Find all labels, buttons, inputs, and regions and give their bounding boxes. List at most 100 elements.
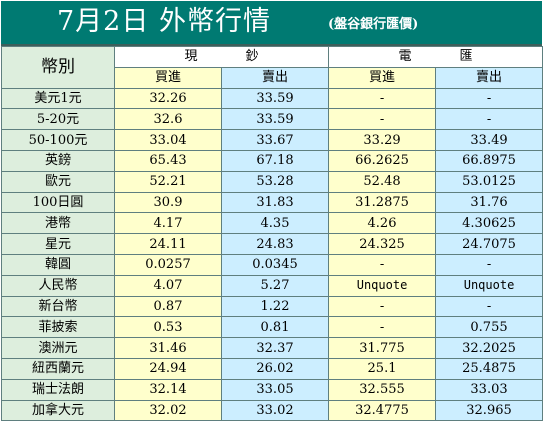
cash-group-header: 現鈔 bbox=[113, 46, 330, 68]
wire-sell-value: 53.0125 bbox=[435, 170, 543, 193]
wire-sell-value: 33.49 bbox=[435, 129, 543, 151]
wire-buy-value: 4.26 bbox=[328, 212, 437, 235]
currency-name: 韓圓 bbox=[1, 253, 115, 276]
cash-sell-value: 31.83 bbox=[220, 191, 330, 214]
cash-sell-value: 53.28 bbox=[220, 170, 330, 193]
table-row: 5-20元 32.6 33.59- - bbox=[1, 108, 543, 131]
cash-buy-value: 4.07 bbox=[114, 274, 222, 297]
table-row: 韓圓 0.0257 0.0345- - bbox=[1, 253, 543, 276]
cash-buy-value: 32.02 bbox=[114, 399, 222, 422]
wire-buy-header: 買進 bbox=[328, 66, 437, 89]
bank-source-label: (盤谷銀行匯價) bbox=[328, 17, 419, 32]
cash-sell-value: 5.27 bbox=[220, 274, 330, 297]
title-bar: 7月2日 外幣行情 (盤谷銀行匯價) bbox=[1, 1, 542, 46]
wire-buy-value: 52.48 bbox=[328, 170, 437, 193]
wire-sell-value: 25.4875 bbox=[435, 357, 543, 380]
wire-sell-value: - bbox=[435, 87, 543, 110]
currency-name: 新台幣 bbox=[1, 295, 115, 318]
wire-buy-value: 32.4775 bbox=[328, 399, 437, 422]
rate-rows: 美元1元 32.26 33.59- -5-20元 32.6 33.59- -50-100元 3… bbox=[1, 87, 543, 422]
wire-buy-value: 25.1 bbox=[328, 357, 437, 380]
table-row: 加拿大元 32.02 33.02 32.4775 32.965 bbox=[1, 399, 543, 422]
wire-buy-value: - bbox=[328, 108, 437, 131]
table-row: 英鎊 65.43 67.18 66.2625 66.8975 bbox=[1, 149, 543, 172]
cash-sell-header: 賣出 bbox=[220, 66, 330, 89]
currency-name: 英鎊 bbox=[1, 149, 115, 172]
wire-buy-value: 66.2625 bbox=[328, 149, 437, 172]
currency-name: 星元 bbox=[1, 233, 115, 255]
currency-name: 50-100元 bbox=[1, 129, 115, 151]
table-row: 美元1元 32.26 33.59- - bbox=[1, 87, 543, 110]
wire-sell-value: - bbox=[435, 108, 543, 131]
cash-buy-header: 買進 bbox=[114, 66, 222, 89]
wire-buy-value: - bbox=[328, 87, 437, 110]
wire-buy-value: 24.325 bbox=[328, 233, 437, 255]
wire-sell-value: - bbox=[435, 253, 543, 276]
cash-buy-value: 24.94 bbox=[114, 357, 222, 380]
cash-buy-value: 32.6 bbox=[114, 108, 222, 131]
cash-sell-value: 24.83 bbox=[220, 233, 330, 255]
cash-buy-value: 32.26 bbox=[114, 87, 222, 110]
wire-sell-header: 賣出 bbox=[435, 66, 543, 89]
currency-name: 紐西蘭元 bbox=[1, 357, 115, 380]
currency-name: 歐元 bbox=[1, 170, 115, 193]
currency-name: 100日圓 bbox=[1, 191, 115, 214]
cash-sell-value: 4.35 bbox=[220, 212, 330, 235]
cash-sell-value: 67.18 bbox=[220, 149, 330, 172]
table-row: 菲披索 0.53 0.81-0.755 bbox=[1, 316, 543, 339]
cash-sell-value: 33.59 bbox=[220, 108, 330, 131]
table-row: 瑞士法朗 32.14 33.05 32.555 33.03 bbox=[1, 378, 543, 401]
currency-column-header: 幣別 bbox=[1, 46, 115, 89]
cash-sell-value: 1.22 bbox=[220, 295, 330, 318]
cash-sell-value: 33.02 bbox=[220, 399, 330, 422]
currency-name: 人民幣 bbox=[1, 274, 115, 297]
cash-buy-value: 0.87 bbox=[114, 295, 222, 318]
exchange-rate-table: 幣別 現鈔 電匯 買進 賣出 買進 賣出 美元1元 32.26 33.59- -5-2… bbox=[1, 46, 543, 422]
currency-name: 瑞士法朗 bbox=[1, 378, 115, 401]
currency-name: 港幣 bbox=[1, 212, 115, 235]
cash-sell-value: 33.67 bbox=[220, 129, 330, 151]
table-row: 歐元 52.21 53.28 52.48 53.0125 bbox=[1, 170, 543, 193]
wire-buy-value: - bbox=[328, 253, 437, 276]
cash-sell-value: 33.05 bbox=[220, 378, 330, 401]
cash-buy-value: 0.53 bbox=[114, 316, 222, 339]
table-row: 50-100元 33.04 33.67 33.29 33.49 bbox=[1, 129, 543, 151]
table-row: 星元 24.11 24.83 24.325 24.7075 bbox=[1, 233, 543, 255]
wire-sell-value: 33.03 bbox=[435, 378, 543, 401]
wire-sell-value: 24.7075 bbox=[435, 233, 543, 255]
table-row: 港幣 4.17 4.35 4.26 4.30625 bbox=[1, 212, 543, 235]
wire-buy-value: 31.2875 bbox=[328, 191, 437, 214]
cash-sell-value: 26.02 bbox=[220, 357, 330, 380]
cash-buy-value: 52.21 bbox=[114, 170, 222, 193]
currency-name: 美元1元 bbox=[1, 87, 115, 110]
cash-sell-value: 32.37 bbox=[220, 337, 330, 359]
cash-buy-value: 4.17 bbox=[114, 212, 222, 235]
wire-sell-value: 0.755 bbox=[435, 316, 543, 339]
table-row: 紐西蘭元 24.94 26.02 25.1 25.4875 bbox=[1, 357, 543, 380]
currency-name: 菲披索 bbox=[1, 316, 115, 339]
page-title: 7月2日 外幣行情 bbox=[57, 6, 271, 37]
currency-name: 加拿大元 bbox=[1, 399, 115, 422]
table-row: 澳洲元 31.46 32.37 31.775 32.2025 bbox=[1, 337, 543, 359]
table-row: 100日圓 30.9 31.83 31.2875 31.76 bbox=[1, 191, 543, 214]
wire-buy-value: Unquote bbox=[328, 274, 437, 297]
cash-buy-value: 32.14 bbox=[114, 378, 222, 401]
wire-sell-value: 32.965 bbox=[435, 399, 543, 422]
cash-buy-value: 24.11 bbox=[114, 233, 222, 255]
wire-sell-value: 66.8975 bbox=[435, 149, 543, 172]
cash-buy-value: 33.04 bbox=[114, 129, 222, 151]
wire-group-header: 電匯 bbox=[328, 46, 543, 68]
table-row: 新台幣 0.87 1.22- - bbox=[1, 295, 543, 318]
wire-sell-value: - bbox=[435, 295, 543, 318]
cash-sell-value: 0.81 bbox=[220, 316, 330, 339]
cash-buy-value: 65.43 bbox=[114, 149, 222, 172]
cash-buy-value: 0.0257 bbox=[114, 253, 222, 276]
table-row: 人民幣 4.07 5.27 Unquote Unquote bbox=[1, 274, 543, 297]
wire-sell-value: 32.2025 bbox=[435, 337, 543, 359]
wire-buy-value: - bbox=[328, 316, 437, 339]
cash-sell-value: 0.0345 bbox=[220, 253, 330, 276]
cash-buy-value: 30.9 bbox=[114, 191, 222, 214]
currency-name: 澳洲元 bbox=[1, 337, 115, 359]
wire-buy-value: 32.555 bbox=[328, 378, 437, 401]
